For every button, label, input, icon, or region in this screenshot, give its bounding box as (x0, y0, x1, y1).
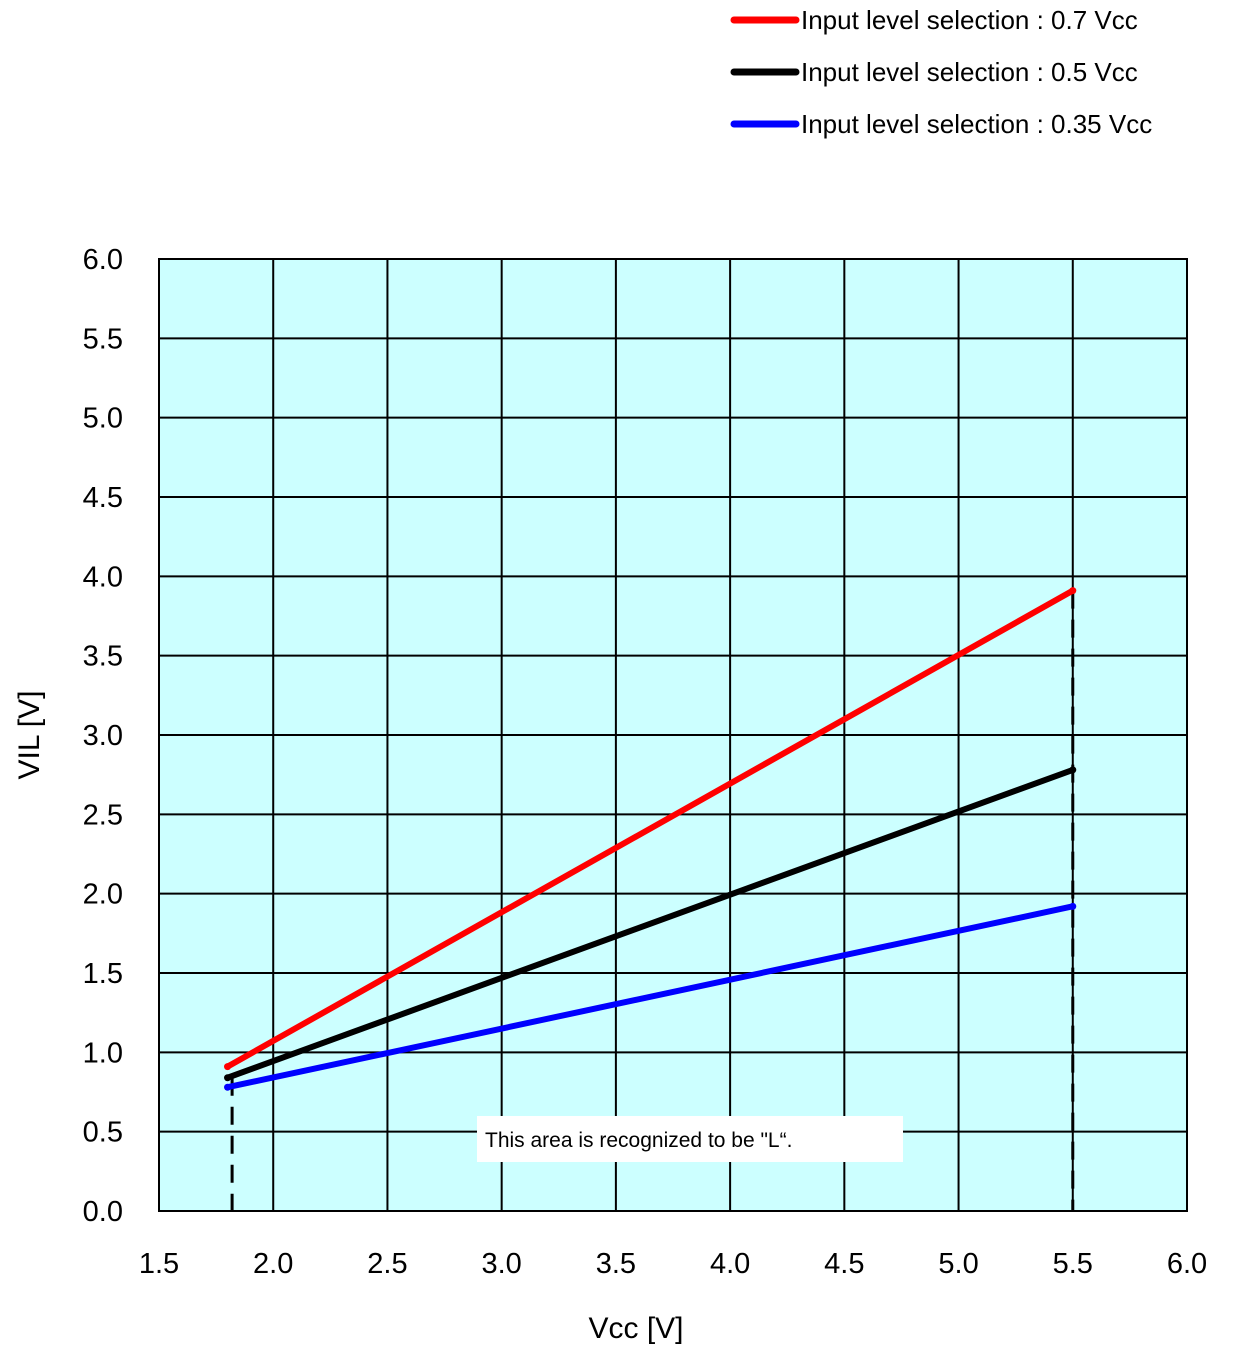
annotation: This area is recognized to be "L“. (477, 1116, 903, 1162)
series-0-point-1 (1069, 587, 1077, 595)
x-tick-label-6: 4.5 (824, 1248, 864, 1280)
plot-border (158, 258, 1188, 1212)
series-line-0 (224, 587, 1076, 1070)
series-0-point-0 (224, 1063, 232, 1071)
x-tick-label-2: 2.5 (367, 1248, 407, 1280)
annotation-box (477, 1116, 903, 1162)
series-2-point-0 (224, 1083, 232, 1091)
legend-entry-2: Input level selection : 0.35 Vcc (730, 109, 1152, 139)
x-tick-label-4: 3.5 (596, 1248, 636, 1280)
x-tick-label-7: 5.0 (938, 1248, 978, 1280)
legend-entry-0: Input level selection : 0.7 Vcc (730, 5, 1138, 35)
reference-lines (230, 590, 1075, 1211)
x-tick-labels: 1.5 2.0 2.5 3.0 3.5 4.0 4.5 5.0 5.5 6.0 (139, 1248, 1207, 1280)
x-tick-label-9: 6.0 (1167, 1248, 1207, 1280)
x-tick-label-8: 5.5 (1053, 1248, 1093, 1280)
y-tick-label-11: 5.5 (83, 323, 123, 355)
legend: Input level selection : 0.7 Vcc Input le… (730, 5, 1152, 139)
y-tick-label-3: 1.5 (83, 958, 123, 990)
y-tick-label-4: 2.0 (83, 879, 123, 911)
series-line-1 (224, 766, 1076, 1081)
y-tick-label-10: 5.0 (83, 403, 123, 435)
y-tick-label-5: 2.5 (83, 799, 123, 831)
y-tick-label-9: 4.5 (83, 482, 123, 514)
legend-label-1: Input level selection : 0.5 Vcc (801, 57, 1138, 87)
y-tick-label-2: 1.0 (83, 1037, 123, 1069)
series-line-2 (224, 903, 1076, 1091)
x-tick-label-0: 1.5 (139, 1248, 179, 1280)
x-axis-title: Vcc [V] (588, 1312, 683, 1345)
y-tick-label-1: 0.5 (83, 1117, 123, 1149)
series-1-point-1 (1069, 766, 1077, 774)
y-tick-label-6: 3.0 (83, 720, 123, 752)
y-axis-title: VIL [V] (13, 691, 46, 780)
legend-label-0: Input level selection : 0.7 Vcc (801, 5, 1138, 35)
series-2-point-1 (1069, 902, 1077, 910)
series-1-point-0 (224, 1074, 232, 1082)
y-tick-label-0: 0.0 (83, 1196, 123, 1228)
legend-label-2: Input level selection : 0.35 Vcc (801, 109, 1152, 139)
y-tick-label-7: 3.5 (83, 641, 123, 673)
legend-entry-1: Input level selection : 0.5 Vcc (730, 57, 1138, 87)
y-tick-label-8: 4.0 (83, 561, 123, 593)
series-lines (224, 587, 1077, 1091)
x-tick-label-5: 4.0 (710, 1248, 750, 1280)
x-tick-label-1: 2.0 (253, 1248, 293, 1280)
annotation-text: This area is recognized to be "L“. (485, 1129, 792, 1152)
y-tick-labels: 0.0 0.5 1.0 1.5 2.0 2.5 3.0 3.5 4.0 4.5 5.0 5.5 6.0 (83, 244, 123, 1228)
x-tick-label-3: 3.0 (482, 1248, 522, 1280)
y-tick-label-12: 6.0 (83, 244, 123, 276)
